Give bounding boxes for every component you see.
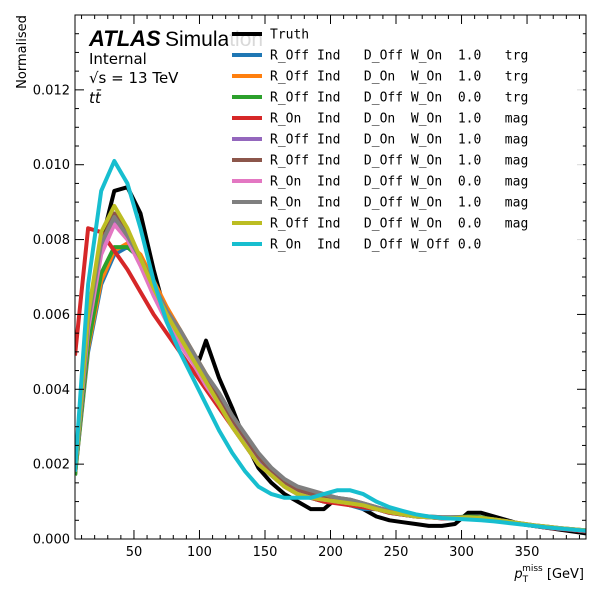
y-tick-label: 0.006: [33, 308, 70, 323]
x-tick-label: 200: [318, 545, 343, 560]
y-tick-label: 0.000: [33, 533, 70, 548]
plot-lines: [75, 159, 586, 536]
legend-label: Truth: [270, 28, 309, 43]
process-label: tt̄: [89, 88, 102, 107]
y-tick-label: 0.008: [33, 233, 70, 248]
legend: Truth R_Off Ind D_Off W_On 1.0 trg R_Off I…: [228, 24, 583, 261]
experiment-label: ATLAS: [88, 26, 161, 51]
x-tick-label: 150: [253, 545, 278, 560]
legend-label: R_On Ind D_Off W_On 0.0 mag: [270, 175, 528, 190]
x-tick-label: 350: [515, 545, 540, 560]
y-tick-label: 0.004: [33, 383, 70, 398]
legend-label: R_On Ind D_On W_On 1.0 mag: [270, 112, 528, 127]
legend-label: R_Off Ind D_Off W_On 0.0 mag: [270, 217, 528, 232]
y-tick-label: 0.010: [33, 158, 70, 173]
legend-box: [228, 24, 583, 261]
axis-ticks: 50 100 150 200 250 300 350 0.000 0.002 0.004 0.006…: [33, 15, 586, 560]
y-tick-label: 0.002: [33, 458, 70, 473]
legend-label: R_Off Ind D_On W_On 1.0 trg: [270, 70, 528, 85]
legend-label: R_On Ind D_Off W_On 1.0 mag: [270, 196, 528, 211]
x-tick-label: 250: [384, 545, 409, 560]
y-tick-label: 0.012: [33, 83, 70, 98]
x-tick-label: 50: [126, 545, 143, 560]
internal-label: Internal: [89, 50, 147, 68]
legend-label: R_Off Ind D_On W_On 1.0 mag: [270, 133, 528, 148]
legend-label: R_Off Ind D_Off W_On 0.0 trg: [270, 91, 528, 106]
series-line-11: [75, 159, 586, 533]
x-tick-label: 300: [449, 545, 474, 560]
x-axis-label: pTmiss [GeV]: [513, 564, 584, 585]
legend-label: R_On Ind D_Off W_Off 0.0: [270, 238, 481, 253]
x-tick-label: 100: [187, 545, 212, 560]
energy-label: √s = 13 TeV: [89, 69, 179, 87]
y-axis-label: Normalised: [15, 15, 30, 89]
legend-label: R_Off Ind D_Off W_On 1.0 trg: [270, 49, 528, 64]
legend-label: R_Off Ind D_Off W_On 1.0 mag: [270, 154, 528, 169]
